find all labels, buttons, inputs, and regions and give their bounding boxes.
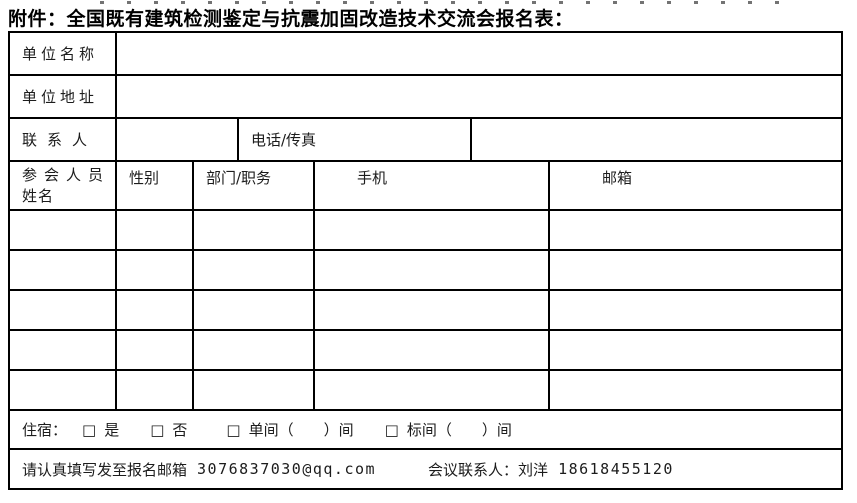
page-title: 附件：全国既有建筑检测鉴定与抗震加固改造技术交流会报名表： [8, 8, 574, 30]
phone-fax-label: 电话/传真 [237, 119, 470, 160]
mobile-field[interactable] [313, 291, 548, 329]
dept-field[interactable] [192, 211, 313, 249]
lodging-option-label: 标间（ ）间 [406, 421, 512, 439]
contact-field[interactable] [115, 119, 237, 160]
attendee-header-row: 参会人员 姓名 性别 部门/职务 手机 邮箱 [10, 160, 841, 209]
unit-name-row: 单位名称 [10, 33, 841, 74]
lodging-option-label: 单间（ ）间 [248, 421, 354, 439]
lodging-option-standard-room[interactable]: □ 标间（ ）间 [385, 419, 512, 440]
email-field[interactable] [548, 251, 841, 289]
attendee-row-3 [10, 289, 841, 329]
lodging-option-single-room[interactable]: □ 单间（ ）间 [226, 419, 353, 440]
checkbox-icon[interactable]: □ [150, 420, 165, 439]
dept-field[interactable] [192, 251, 313, 289]
attendee-row-4 [10, 329, 841, 369]
attendee-row-2 [10, 249, 841, 289]
lodging-row: 住宿： □ 是 □ 否 □ 单间（ ）间 □ 标间（ ）间 [10, 409, 841, 448]
contact-row: 联系人 电话/传真 [10, 117, 841, 160]
mobile-header: 手机 [313, 162, 548, 209]
lodging-option-label: 是 [104, 421, 120, 439]
dept-field[interactable] [192, 291, 313, 329]
attendee-name-field[interactable] [10, 371, 115, 409]
checkbox-icon[interactable]: □ [226, 420, 241, 439]
mobile-field[interactable] [313, 211, 548, 249]
email-header: 邮箱 [548, 162, 841, 209]
gender-field[interactable] [115, 371, 192, 409]
attendee-name-field[interactable] [10, 211, 115, 249]
checkbox-icon[interactable]: □ [384, 420, 399, 439]
mobile-field[interactable] [313, 371, 548, 409]
unit-name-label: 单位名称 [22, 45, 99, 63]
checkbox-icon[interactable]: □ [82, 420, 97, 439]
lodging-option-label: 否 [172, 421, 188, 439]
attendee-row-5 [10, 369, 841, 409]
unit-address-label: 单位地址 [22, 88, 99, 106]
attendee-name-header: 参会人员 姓名 [10, 162, 115, 209]
contact-label: 联系人 [22, 131, 98, 149]
dept-header: 部门/职务 [192, 162, 313, 209]
contact-phone: 18618455120 [558, 460, 674, 478]
email-field[interactable] [548, 291, 841, 329]
attendee-name-field[interactable] [10, 291, 115, 329]
conference-contact: 会议联系人：刘洋 [428, 460, 549, 479]
registration-table: 单位名称 单位地址 联系人 电话/传真 参会人员 姓名 性别 部门/职务 手机 … [8, 31, 843, 490]
footer-row: 请认真填写发至报名邮箱 3076837030@qq.com 会议联系人：刘洋 1… [10, 448, 841, 488]
attendee-name-field[interactable] [10, 331, 115, 369]
cropped-text-remnant [100, 1, 792, 4]
lodging-cell: 住宿： □ 是 □ 否 □ 单间（ ）间 □ 标间（ ）间 [10, 411, 841, 448]
attendee-header-line2: 姓名 [22, 187, 55, 205]
lodging-option-no[interactable]: □ 否 [150, 419, 187, 440]
footer-note: 请认真填写发至报名邮箱 [22, 460, 188, 479]
unit-name-field[interactable] [115, 33, 841, 74]
gender-field[interactable] [115, 291, 192, 329]
registration-email: 3076837030@qq.com [197, 460, 377, 478]
dept-field[interactable] [192, 371, 313, 409]
dept-field[interactable] [192, 331, 313, 369]
attendee-row-1 [10, 209, 841, 249]
unit-address-row: 单位地址 [10, 74, 841, 117]
gender-field[interactable] [115, 251, 192, 289]
email-field[interactable] [548, 331, 841, 369]
mobile-field[interactable] [313, 331, 548, 369]
email-field[interactable] [548, 371, 841, 409]
footer-cell: 请认真填写发至报名邮箱 3076837030@qq.com 会议联系人：刘洋 1… [10, 450, 841, 488]
lodging-label: 住宿： [22, 421, 68, 439]
lodging-option-yes[interactable]: □ 是 [82, 419, 119, 440]
unit-address-field[interactable] [115, 76, 841, 117]
mobile-field[interactable] [313, 251, 548, 289]
gender-field[interactable] [115, 331, 192, 369]
attendee-name-field[interactable] [10, 251, 115, 289]
gender-header: 性别 [115, 162, 192, 209]
gender-field[interactable] [115, 211, 192, 249]
phone-fax-field[interactable] [470, 119, 841, 160]
email-field[interactable] [548, 211, 841, 249]
attendee-header-line1: 参会人员 [22, 166, 111, 184]
